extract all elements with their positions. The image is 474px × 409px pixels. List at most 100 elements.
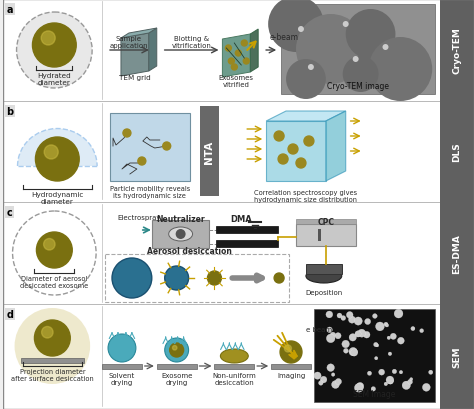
Polygon shape [250, 30, 258, 73]
Ellipse shape [169, 227, 192, 241]
Circle shape [163, 143, 171, 151]
Circle shape [343, 57, 379, 93]
Bar [3, 0, 440, 102]
Circle shape [349, 334, 356, 341]
Circle shape [355, 384, 363, 392]
Bar [102, 364, 142, 369]
Text: Deposition: Deposition [305, 289, 342, 295]
Circle shape [304, 137, 314, 147]
Circle shape [41, 32, 55, 46]
Polygon shape [149, 29, 157, 72]
Circle shape [15, 308, 90, 384]
Circle shape [364, 332, 370, 338]
Circle shape [17, 13, 92, 89]
Bar [306, 264, 342, 274]
Text: Solvent
drying: Solvent drying [109, 372, 135, 385]
Circle shape [375, 322, 384, 331]
Circle shape [36, 138, 79, 182]
Circle shape [394, 310, 403, 318]
Circle shape [399, 371, 403, 374]
Circle shape [225, 46, 231, 52]
Circle shape [384, 382, 388, 386]
Text: a: a [7, 5, 13, 15]
Circle shape [296, 159, 306, 169]
Circle shape [335, 333, 341, 339]
Polygon shape [121, 34, 149, 77]
Circle shape [208, 271, 221, 285]
Text: b: b [7, 107, 14, 117]
Circle shape [422, 384, 430, 391]
Circle shape [402, 381, 410, 389]
Circle shape [231, 65, 237, 71]
Bar [217, 240, 278, 247]
Circle shape [308, 65, 314, 71]
Circle shape [388, 378, 393, 384]
Circle shape [278, 155, 288, 164]
Text: Cryo-TEM: Cryo-TEM [453, 27, 462, 74]
Circle shape [386, 376, 394, 384]
Circle shape [410, 378, 413, 381]
Circle shape [369, 38, 432, 102]
Circle shape [348, 316, 356, 324]
Circle shape [411, 327, 415, 331]
Circle shape [349, 348, 357, 356]
Bar [200, 107, 219, 196]
Bar [152, 220, 210, 248]
Circle shape [331, 373, 335, 376]
Circle shape [341, 316, 346, 321]
Circle shape [330, 333, 336, 337]
Text: c: c [7, 207, 12, 218]
Text: Cryo-TEM image: Cryo-TEM image [327, 82, 389, 91]
Text: Hydrated
diameter: Hydrated diameter [37, 73, 71, 86]
Polygon shape [18, 129, 97, 166]
Bar [318, 229, 321, 241]
Circle shape [165, 338, 189, 362]
Circle shape [385, 324, 389, 327]
Circle shape [342, 340, 349, 348]
Circle shape [346, 10, 395, 60]
Text: Diameter of aerosol
desiccated exosome: Diameter of aerosol desiccated exosome [20, 275, 89, 288]
Circle shape [327, 327, 332, 333]
Circle shape [371, 387, 375, 391]
Text: SEM Image: SEM Image [353, 389, 396, 398]
Circle shape [327, 364, 335, 371]
Circle shape [327, 334, 335, 343]
Text: TEM grid: TEM grid [119, 75, 151, 81]
Bar [440, 304, 474, 409]
Text: Neutralizer: Neutralizer [156, 214, 205, 223]
Ellipse shape [220, 349, 248, 363]
Circle shape [384, 322, 388, 326]
Text: Projection diameter
after surface desiccation: Projection diameter after surface desicc… [11, 368, 94, 381]
Circle shape [428, 370, 433, 374]
Bar [3, 304, 440, 409]
Bar [296, 220, 356, 225]
Text: ES-DMA: ES-DMA [453, 234, 462, 273]
Circle shape [343, 22, 349, 28]
Circle shape [355, 331, 361, 337]
Circle shape [419, 329, 424, 333]
Text: Correlation spectroscopy gives
hydrodynamic size distribution: Correlation spectroscopy gives hydrodyna… [255, 189, 357, 202]
Circle shape [228, 59, 234, 65]
Bar [20, 358, 84, 363]
Circle shape [112, 258, 152, 298]
Circle shape [35, 320, 70, 356]
Bar [3, 202, 440, 304]
Bar [440, 0, 474, 102]
Text: Electrospray: Electrospray [117, 214, 161, 220]
Circle shape [398, 337, 404, 344]
Bar [3, 102, 440, 202]
Circle shape [284, 345, 292, 352]
Circle shape [356, 382, 364, 390]
Bar [217, 227, 278, 234]
Circle shape [387, 336, 391, 339]
Circle shape [42, 327, 53, 338]
Circle shape [326, 311, 333, 318]
Circle shape [36, 232, 72, 268]
Text: Exosome
drying: Exosome drying [161, 372, 192, 385]
Circle shape [373, 314, 377, 319]
Bar [281, 5, 435, 95]
Text: SEM: SEM [453, 346, 462, 367]
Circle shape [268, 0, 324, 53]
Text: Imaging: Imaging [277, 372, 305, 378]
Text: Aerosol desiccation: Aerosol desiccation [147, 246, 232, 255]
